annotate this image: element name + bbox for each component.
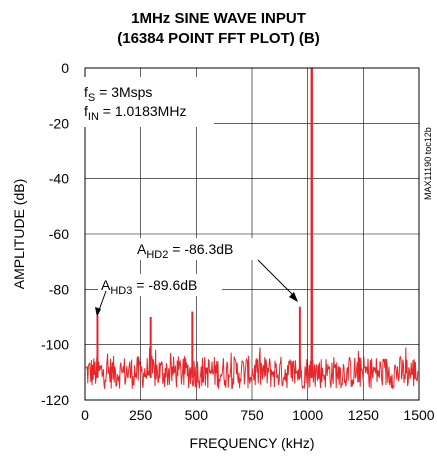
x-tick-label: 1000: [292, 407, 323, 423]
ahd2-label: AHD2 = -86.3dB: [137, 241, 233, 261]
y-axis-title: AMPLITUDE (dB): [11, 179, 27, 289]
x-axis-title: FREQUENCY (kHz): [190, 435, 315, 451]
y-tick-label: -80: [49, 281, 69, 297]
chart-title-line1: 1MHz SINE WAVE INPUT: [131, 10, 306, 27]
ahd3-label-box: [98, 274, 222, 296]
ahd2-label-box: [134, 238, 262, 260]
fs-fin-label-box: [79, 77, 214, 127]
ahd2-arrow: [257, 259, 297, 299]
fs-label: fS = 3Msps: [84, 84, 152, 104]
figure-code: MAX11190 toc12b: [423, 127, 433, 200]
x-tick-label: 1250: [348, 407, 379, 423]
y-tick-label: -40: [49, 171, 69, 187]
fin-label: fIN = 1.0183MHz: [84, 103, 186, 123]
x-tick-label: 0: [81, 407, 89, 423]
x-tick-label: 1500: [403, 407, 434, 423]
ahd3-arrowhead: [95, 307, 101, 317]
y-tick-label: -120: [41, 392, 69, 408]
chart-title-line2: (16384 POINT FFT PLOT) (B): [117, 30, 320, 47]
ahd3-label: AHD3 = -89.6dB: [101, 277, 197, 297]
axis-ticks: 0 250 500 750 1000 1250 1500 0 -20 -40 -60 -80 -100 -…: [41, 60, 435, 423]
y-tick-label: 0: [61, 60, 69, 76]
y-tick-label: -100: [41, 337, 69, 353]
y-tick-label: -60: [49, 226, 69, 242]
peaks: [96, 68, 313, 378]
y-tick-label: -20: [49, 115, 69, 131]
plot-frame: [84, 67, 420, 401]
x-tick-label: 750: [240, 407, 264, 423]
ahd2-arrowhead: [289, 292, 298, 302]
noise-floor-trace: [85, 347, 419, 390]
x-tick-label: 250: [129, 407, 153, 423]
x-tick-label: 500: [185, 407, 209, 423]
